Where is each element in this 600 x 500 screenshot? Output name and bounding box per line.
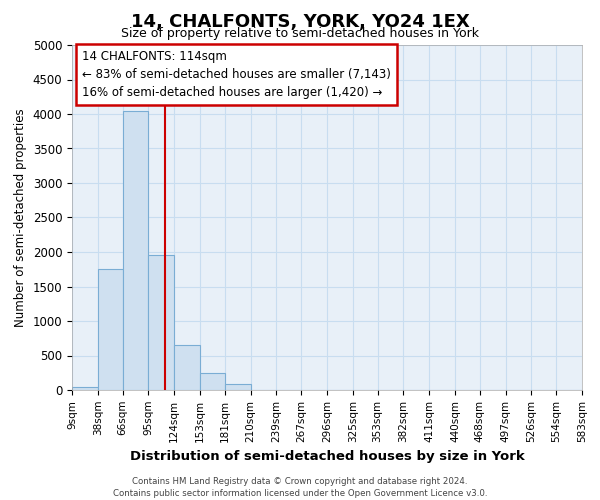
Y-axis label: Number of semi-detached properties: Number of semi-detached properties <box>14 108 27 327</box>
X-axis label: Distribution of semi-detached houses by size in York: Distribution of semi-detached houses by … <box>130 450 524 463</box>
Bar <box>122 110 148 390</box>
Text: 14 CHALFONTS: 114sqm
← 83% of semi-detached houses are smaller (7,143)
16% of se: 14 CHALFONTS: 114sqm ← 83% of semi-detac… <box>82 50 391 99</box>
Bar <box>225 384 251 390</box>
Text: Contains HM Land Registry data © Crown copyright and database right 2024.
Contai: Contains HM Land Registry data © Crown c… <box>113 476 487 498</box>
Bar <box>200 374 225 390</box>
Text: Size of property relative to semi-detached houses in York: Size of property relative to semi-detach… <box>121 28 479 40</box>
Bar <box>174 345 200 390</box>
Text: 14, CHALFONTS, YORK, YO24 1EX: 14, CHALFONTS, YORK, YO24 1EX <box>131 12 469 30</box>
Bar <box>148 256 174 390</box>
Bar <box>72 386 98 390</box>
Bar <box>98 269 122 390</box>
